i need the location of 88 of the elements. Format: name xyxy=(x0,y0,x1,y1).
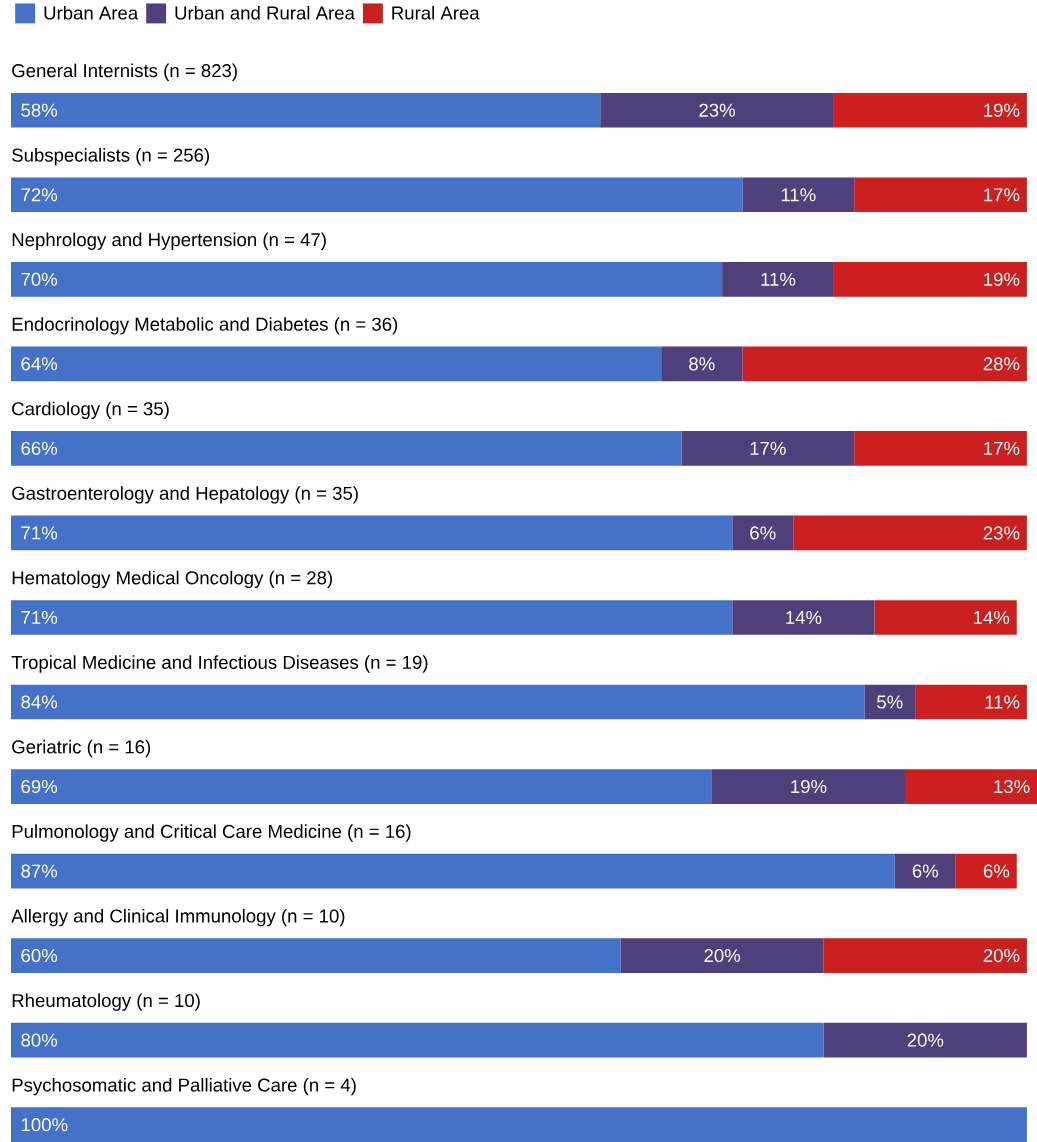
bar xyxy=(681,431,855,466)
data-label: 23% xyxy=(699,103,735,117)
bar xyxy=(854,177,1027,213)
bar xyxy=(10,853,895,889)
bar xyxy=(722,262,834,297)
data-label: 20% xyxy=(983,949,1020,963)
data-label: 80% xyxy=(21,1033,58,1047)
bar xyxy=(10,769,712,804)
data-label: 70% xyxy=(21,272,58,286)
y-tick-label: Subspecialists (n = 256) xyxy=(12,148,209,166)
data-label: 72% xyxy=(21,188,58,202)
bar xyxy=(10,1107,1027,1142)
y-tick-label: Tropical Medicine and Infectious Diseases (n = 19) xyxy=(11,655,428,673)
data-label: 19% xyxy=(984,103,1020,117)
y-tick-label: Cardiology (n = 35) xyxy=(12,401,169,420)
bar xyxy=(10,600,733,635)
y-tick-label: Nephrology and Hypertension (n = 47) xyxy=(12,232,326,250)
data-label: 6% xyxy=(983,864,1010,878)
data-label: 66% xyxy=(21,441,58,455)
bar xyxy=(10,262,723,297)
data-label: 13% xyxy=(994,779,1030,794)
data-label: 8% xyxy=(689,357,715,371)
y-tick-label: Rheumatology (n = 10) xyxy=(12,993,200,1011)
data-label: 14% xyxy=(974,610,1010,624)
data-label: 11% xyxy=(985,695,1020,709)
data-label: 5% xyxy=(877,695,903,709)
bar xyxy=(732,600,875,635)
legend-label: Urban Area xyxy=(44,5,139,20)
data-label: 71% xyxy=(21,526,58,540)
bar xyxy=(10,92,601,128)
bar xyxy=(10,431,682,466)
data-label: 23% xyxy=(983,526,1020,540)
bar xyxy=(894,853,956,889)
y-tick-label: Endocrinology Metabolic and Diabetes (n = 36) xyxy=(12,317,398,335)
data-label: 69% xyxy=(21,779,58,794)
bar xyxy=(620,938,824,973)
bar xyxy=(10,1022,824,1058)
bar xyxy=(600,92,834,128)
bar xyxy=(955,853,1017,889)
y-tick-label: Pulmonology and Critical Care Medicine (n = 16) xyxy=(12,824,411,842)
y-tick-label: Psychosomatic and Palliative Care (n = 4) xyxy=(12,1077,356,1096)
data-label: 71% xyxy=(21,610,58,624)
data-label: 84% xyxy=(21,695,58,709)
bar xyxy=(864,684,916,720)
data-label: 60% xyxy=(21,949,58,963)
bar xyxy=(854,431,1027,466)
data-label: 87% xyxy=(21,864,58,878)
bar xyxy=(742,346,1027,382)
data-label: 17% xyxy=(984,441,1020,455)
bar xyxy=(833,262,1027,297)
bar xyxy=(823,1022,1027,1058)
data-label: 17% xyxy=(750,441,786,455)
data-label: 6% xyxy=(750,526,776,540)
data-label: 19% xyxy=(791,779,827,794)
bar xyxy=(661,346,743,382)
data-label: 19% xyxy=(984,272,1020,286)
bar xyxy=(833,92,1027,128)
data-label: 64% xyxy=(21,357,58,371)
bar xyxy=(10,346,662,382)
data-label: 11% xyxy=(781,188,816,202)
data-label: 11% xyxy=(761,272,796,286)
bar xyxy=(10,515,733,551)
bar xyxy=(742,177,855,213)
legend-label: Urban and Rural Area xyxy=(175,5,355,20)
bar xyxy=(915,684,1027,720)
data-label: 58% xyxy=(21,103,58,117)
y-tick-label: Gastroenterology and Hepatology (n = 35) xyxy=(12,486,358,504)
y-tick-label: Hematology Medical Oncology (n = 28) xyxy=(12,570,332,589)
bar xyxy=(711,769,905,804)
bar xyxy=(823,938,1027,973)
bar xyxy=(874,600,1017,635)
bar xyxy=(732,515,794,551)
y-tick-label: General Internists (n = 823) xyxy=(12,63,237,81)
y-tick-label: Geriatric (n = 16) xyxy=(12,739,151,758)
bar xyxy=(793,515,1027,551)
data-label: 6% xyxy=(912,864,939,878)
data-label: 14% xyxy=(786,610,822,624)
data-label: 20% xyxy=(907,1033,944,1047)
bar xyxy=(904,769,1037,804)
y-tick-label: Allergy and Clinical Immunology (n = 10) xyxy=(11,908,345,927)
bar xyxy=(10,177,743,213)
data-label: 100% xyxy=(21,1118,68,1132)
legend-label: Rural Area xyxy=(392,5,480,20)
data-label: 17% xyxy=(984,188,1020,202)
bar xyxy=(10,938,621,973)
data-label: 20% xyxy=(704,949,741,963)
data-label: 28% xyxy=(983,357,1020,371)
bar xyxy=(10,684,865,720)
